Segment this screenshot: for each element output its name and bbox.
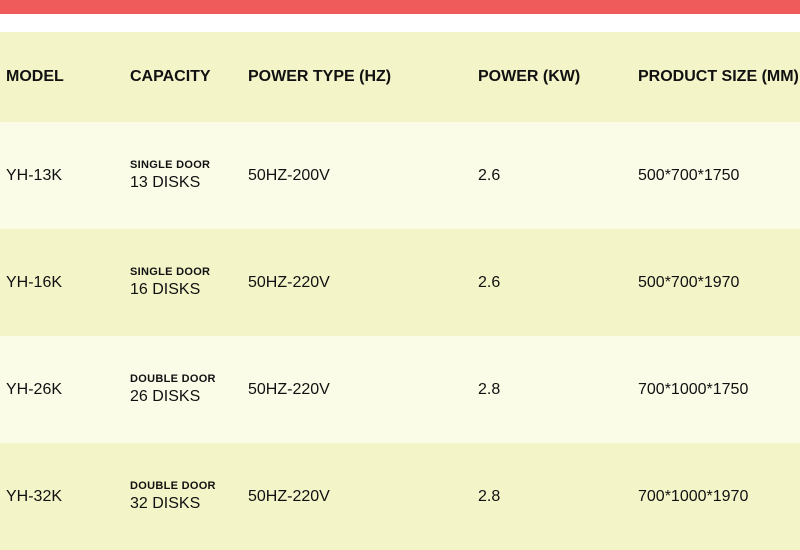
col-header-size: PRODUCT SIZE (MM) (628, 68, 800, 86)
capacity-sub: SINGLE DOOR (130, 159, 238, 171)
cell-size: 500*700*1970 (628, 274, 800, 292)
table-row: YH-26K DOUBLE DOOR 26 DISKS 50HZ-220V 2.… (0, 336, 800, 443)
cell-power: 2.6 (468, 167, 628, 185)
cell-capacity: DOUBLE DOOR 26 DISKS (120, 373, 238, 406)
capacity-sub: DOUBLE DOOR (130, 373, 238, 385)
spec-table: MODEL CAPACITY POWER TYPE (HZ) POWER (KW… (0, 32, 800, 550)
table-row: YH-16K SINGLE DOOR 16 DISKS 50HZ-220V 2.… (0, 229, 800, 336)
top-accent-bar (0, 0, 800, 14)
cell-model: YH-13K (0, 167, 120, 185)
cell-powertype: 50HZ-220V (238, 488, 468, 506)
table-row: YH-13K SINGLE DOOR 13 DISKS 50HZ-200V 2.… (0, 122, 800, 229)
cell-capacity: SINGLE DOOR 16 DISKS (120, 266, 238, 299)
cell-powertype: 50HZ-200V (238, 167, 468, 185)
capacity-main: 26 DISKS (130, 388, 238, 406)
capacity-main: 13 DISKS (130, 174, 238, 192)
capacity-sub: SINGLE DOOR (130, 266, 238, 278)
col-header-capacity: CAPACITY (120, 68, 238, 86)
cell-model: YH-32K (0, 488, 120, 506)
cell-powertype: 50HZ-220V (238, 274, 468, 292)
cell-model: YH-16K (0, 274, 120, 292)
col-header-powertype: POWER TYPE (HZ) (238, 68, 468, 86)
cell-size: 700*1000*1970 (628, 488, 800, 506)
col-header-model: MODEL (0, 68, 120, 86)
capacity-main: 32 DISKS (130, 495, 238, 513)
cell-capacity: DOUBLE DOOR 32 DISKS (120, 480, 238, 513)
cell-model: YH-26K (0, 381, 120, 399)
cell-power: 2.6 (468, 274, 628, 292)
cell-size: 500*700*1750 (628, 167, 800, 185)
capacity-main: 16 DISKS (130, 281, 238, 299)
cell-size: 700*1000*1750 (628, 381, 800, 399)
cell-powertype: 50HZ-220V (238, 381, 468, 399)
spacer (0, 14, 800, 32)
table-header-row: MODEL CAPACITY POWER TYPE (HZ) POWER (KW… (0, 32, 800, 122)
cell-power: 2.8 (468, 381, 628, 399)
cell-capacity: SINGLE DOOR 13 DISKS (120, 159, 238, 192)
col-header-power: POWER (KW) (468, 68, 628, 86)
capacity-sub: DOUBLE DOOR (130, 480, 238, 492)
cell-power: 2.8 (468, 488, 628, 506)
table-row: YH-32K DOUBLE DOOR 32 DISKS 50HZ-220V 2.… (0, 443, 800, 550)
